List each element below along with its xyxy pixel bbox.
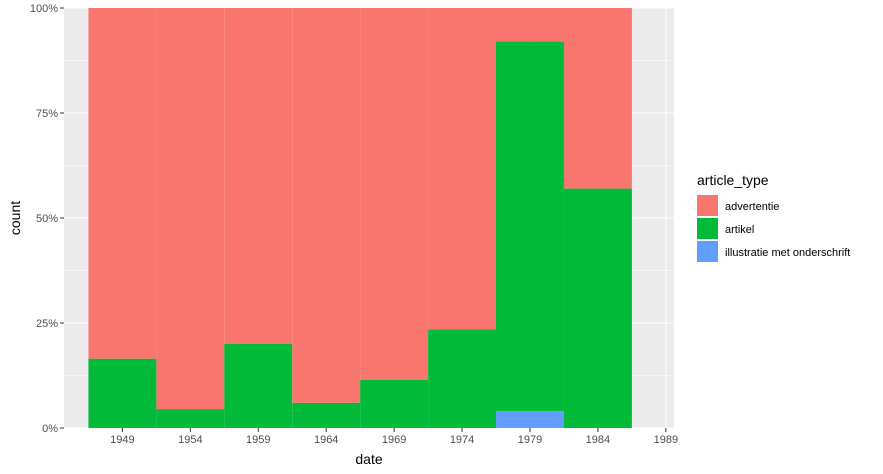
- x-tick-label: 1974: [450, 434, 474, 446]
- x-tick-label: 1969: [382, 434, 406, 446]
- bar-advertentie-5: [428, 8, 497, 330]
- legend-key-artikel: [697, 218, 718, 239]
- bar-advertentie-6: [496, 8, 564, 42]
- bar-advertentie-2: [224, 8, 293, 344]
- bar-artikel-5: [428, 329, 497, 428]
- legend-key-advertentie: [697, 195, 718, 216]
- legend-label-advertentie: advertentie: [725, 201, 779, 213]
- bar-artikel-1: [156, 409, 225, 428]
- y-tick-label: 50%: [36, 213, 58, 225]
- bar-artikel-7: [563, 188, 632, 428]
- legend-label-artikel: artikel: [725, 224, 754, 236]
- bar-artikel-6: [496, 41, 564, 412]
- legend-title: article_type: [697, 172, 769, 188]
- y-tick-label: 0%: [42, 423, 58, 435]
- y-axis: 0% 25% 50% 75% 100%: [30, 3, 64, 435]
- bar-artikel-3: [292, 402, 361, 428]
- x-tick-label: 1964: [314, 434, 338, 446]
- y-tick-label: 100%: [30, 3, 58, 15]
- bar-advertentie-1: [156, 8, 225, 410]
- x-tick-label: 1959: [246, 434, 270, 446]
- bar-artikel-2: [224, 344, 293, 428]
- legend-key-illustratie: [697, 241, 718, 262]
- legend-label-illustratie: illustratie met onderschrift: [725, 247, 850, 259]
- legend: article_type advertentie artikel illustr…: [697, 172, 850, 262]
- bar-advertentie-7: [563, 8, 632, 189]
- x-tick-label: 1979: [518, 434, 542, 446]
- y-tick-label: 75%: [36, 108, 58, 120]
- bar-artikel-0: [88, 358, 157, 428]
- y-tick-label: 25%: [36, 318, 58, 330]
- bar-advertentie-4: [360, 8, 429, 380]
- bar-illustratie-6: [496, 411, 564, 428]
- y-axis-title: count: [7, 201, 23, 235]
- bar-advertentie-0: [88, 8, 157, 359]
- x-tick-label: 1984: [586, 434, 610, 446]
- x-tick-label: 1989: [654, 434, 678, 446]
- x-axis-title: date: [355, 451, 382, 467]
- x-axis: 1949 1954 1959 1964 1969 1974 1979 1984 1989: [110, 428, 678, 446]
- x-tick-label: 1949: [110, 434, 134, 446]
- x-tick-label: 1954: [178, 434, 202, 446]
- bar-artikel-4: [360, 379, 429, 428]
- bar-advertentie-3: [292, 8, 361, 403]
- bars-layer: [88, 8, 632, 428]
